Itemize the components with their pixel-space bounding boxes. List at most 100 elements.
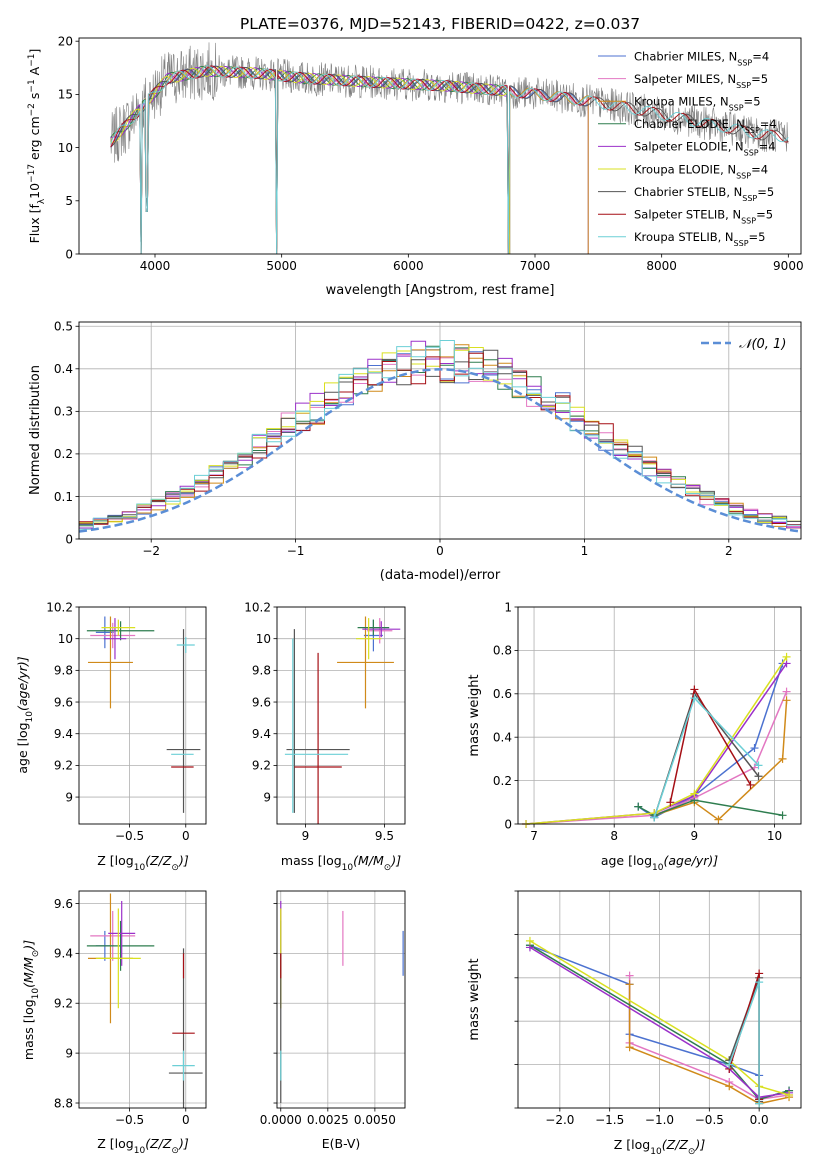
model-spectrum bbox=[110, 66, 511, 254]
y-tick-label: 10 bbox=[58, 141, 73, 155]
y-tick-label: 0.3 bbox=[54, 405, 73, 419]
legend-series-name: Salpeter MILES bbox=[634, 72, 720, 86]
series-line bbox=[525, 691, 788, 825]
legend-series-name: Kroupa ELODIE bbox=[634, 162, 720, 176]
data-point bbox=[725, 1082, 734, 1091]
data-point bbox=[750, 744, 759, 753]
x-tick-label: −1.0 bbox=[645, 1113, 674, 1127]
x-tick-label: 7 bbox=[530, 829, 538, 843]
y-tick-label: 0 bbox=[65, 247, 73, 261]
legend-nssp: 5 bbox=[766, 208, 773, 222]
x-tick-label: −2.0 bbox=[545, 1113, 574, 1127]
data-point bbox=[778, 754, 787, 763]
x-tick-label: −2 bbox=[142, 544, 160, 558]
axes-mass_vs_Z: −0.5 0 8.8 9 9.2 9.4 9.6 Z [log10(Z/Z⊙)] mass [l… bbox=[21, 890, 207, 1156]
legend-series-name: Chabrier ELODIE bbox=[634, 117, 729, 131]
x-tick-label: −1.5 bbox=[595, 1113, 624, 1127]
axes-age_vs_Z: −0.5 0 9 9.2 9.4 9.6 9.8 10 10.2 Z [log10(Z/Z⊙)] a… bbox=[15, 600, 207, 873]
legend-nssp: 4 bbox=[761, 162, 768, 176]
legend-series-name: Chabrier MILES bbox=[634, 49, 721, 63]
legend-label: Kroupa STELIB, NSSP=5 bbox=[634, 230, 766, 248]
x-tick-label: 9 bbox=[302, 829, 310, 843]
y-tick-label: 0.6 bbox=[493, 687, 512, 701]
data-point bbox=[785, 1090, 794, 1099]
data-point bbox=[725, 1060, 734, 1069]
legend-label: Chabrier MILES, NSSP=4 bbox=[634, 49, 769, 67]
y-tick-label: 0 bbox=[65, 532, 73, 546]
axes-weight_vs_age: 7 8 9 10 0 0.2 0.4 0.6 0.8 1 age [log10(age/yr)] ma… bbox=[467, 600, 802, 873]
legend-label: Salpeter STELIB, NSSP=5 bbox=[634, 208, 773, 226]
legend-label: Chabrier STELIB, NSSP=5 bbox=[634, 185, 774, 203]
y-tick-label: 9.8 bbox=[54, 664, 73, 678]
legend-series-name: Salpeter ELODIE bbox=[634, 140, 728, 154]
plot-area-age_vs_mass bbox=[284, 616, 401, 824]
x-axis-label: mass [log10(M/M⊙)] bbox=[281, 853, 401, 873]
figure-title: PLATE=0376, MJD=52143, FIBERID=0422, z=0… bbox=[240, 15, 640, 33]
legend-label: Kroupa ELODIE, NSSP=4 bbox=[634, 162, 768, 180]
plot-area-mass_vs_EBV bbox=[280, 900, 404, 1104]
legend-nssp: 5 bbox=[758, 230, 765, 244]
x-tick-label: 0.0025 bbox=[307, 1113, 349, 1127]
x-tick-label: 0 bbox=[182, 829, 190, 843]
x-tick-label: 2 bbox=[725, 544, 733, 558]
x-tick-label: 9.5 bbox=[375, 829, 394, 843]
model-spectrum bbox=[110, 65, 511, 254]
x-tick-label: −1 bbox=[287, 544, 305, 558]
x-tick-label: 9 bbox=[691, 829, 699, 843]
series-line bbox=[525, 656, 788, 825]
legend-label: Salpeter MILES, NSSP=5 bbox=[634, 72, 768, 90]
series-line bbox=[525, 662, 788, 825]
y-tick-label: 1 bbox=[504, 600, 512, 614]
series-line bbox=[529, 940, 790, 1096]
x-axis-label: Z [log10(Z/Z⊙)] bbox=[97, 1136, 189, 1156]
model-spectrum bbox=[110, 65, 789, 254]
axes-frame bbox=[78, 321, 802, 540]
data-point bbox=[754, 772, 763, 781]
legend-series-name: Salpeter STELIB bbox=[634, 208, 725, 222]
x-tick-label: 0.0 bbox=[750, 1113, 769, 1127]
legend-label: Salpeter ELODIE, NSSP=4 bbox=[634, 140, 776, 158]
series-line bbox=[637, 799, 783, 817]
y-axis-label: Normed distribution bbox=[28, 365, 43, 495]
series-line bbox=[669, 687, 752, 803]
data-point bbox=[714, 815, 723, 824]
x-axis-label: age [log10(age/yr)] bbox=[601, 853, 718, 873]
y-axis-label: mass [log10(M/M⊙)] bbox=[21, 940, 41, 1060]
y-tick-label: 10 bbox=[256, 632, 271, 646]
y-tick-label: 0.5 bbox=[54, 320, 73, 334]
x-tick-label: 0 bbox=[182, 1113, 190, 1127]
data-point bbox=[666, 798, 675, 807]
legend-nssp: 5 bbox=[761, 72, 768, 86]
axes-frame bbox=[78, 606, 207, 825]
y-tick-label: 0.4 bbox=[493, 731, 512, 745]
data-point bbox=[755, 969, 764, 978]
y-tick-label: 20 bbox=[58, 34, 73, 48]
y-tick-label: 9.2 bbox=[252, 759, 271, 773]
histogram-series bbox=[79, 340, 801, 539]
y-tick-label: 0.1 bbox=[54, 490, 73, 504]
legend-nssp: 4 bbox=[768, 140, 775, 154]
plot-area-weight_vs_age bbox=[522, 652, 791, 828]
plot-area-residuals bbox=[79, 340, 801, 539]
series-line bbox=[529, 946, 790, 1098]
y-tick-label: 9.4 bbox=[54, 947, 73, 961]
data-point bbox=[625, 980, 634, 989]
x-axis-label: (data-model)/error bbox=[380, 568, 501, 583]
axes-frame bbox=[78, 890, 207, 1109]
y-tick-label: 9.2 bbox=[54, 759, 73, 773]
axes-frame bbox=[517, 890, 802, 1109]
data-point bbox=[778, 811, 787, 820]
data-point bbox=[525, 936, 534, 945]
legend-label: Chabrier ELODIE, NSSP=4 bbox=[634, 117, 777, 135]
x-tick-label: −0.5 bbox=[115, 829, 144, 843]
normal-curve bbox=[79, 368, 801, 533]
x-tick-label: 8 bbox=[610, 829, 618, 843]
legend-series-name: Chabrier STELIB bbox=[634, 185, 726, 199]
legend-label: 𝒩(0, 1) bbox=[739, 337, 786, 352]
series-line bbox=[637, 663, 784, 819]
y-tick-label: 0.2 bbox=[493, 774, 512, 788]
legend-nssp: 4 bbox=[762, 49, 769, 63]
x-tick-label: 9000 bbox=[773, 259, 804, 273]
x-tick-label: 5000 bbox=[266, 259, 297, 273]
x-axis-label: Z [log10(Z/Z⊙)] bbox=[614, 1137, 706, 1157]
